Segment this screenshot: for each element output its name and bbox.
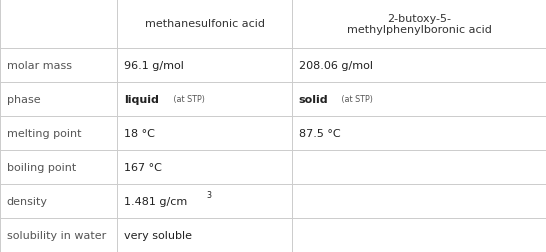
Text: 1.481 g/cm: 1.481 g/cm [124,196,187,206]
Text: (at STP): (at STP) [171,95,205,104]
Text: melting point: melting point [7,129,81,138]
Text: boiling point: boiling point [7,162,76,172]
Text: phase: phase [7,94,40,105]
Text: 87.5 °C: 87.5 °C [299,129,340,138]
Text: (at STP): (at STP) [339,95,373,104]
Text: solid: solid [299,94,328,105]
Text: liquid: liquid [124,94,159,105]
Text: molar mass: molar mass [7,61,72,71]
Text: solubility in water: solubility in water [7,230,106,240]
Text: 167 °C: 167 °C [124,162,162,172]
Text: methanesulfonic acid: methanesulfonic acid [145,19,265,29]
Text: 3: 3 [206,191,212,200]
Text: 18 °C: 18 °C [124,129,155,138]
Text: very soluble: very soluble [124,230,192,240]
Text: 2-butoxy-5-
methylphenylboronic acid: 2-butoxy-5- methylphenylboronic acid [347,14,491,35]
Text: 96.1 g/mol: 96.1 g/mol [124,61,184,71]
Text: 208.06 g/mol: 208.06 g/mol [299,61,373,71]
Text: density: density [7,196,48,206]
